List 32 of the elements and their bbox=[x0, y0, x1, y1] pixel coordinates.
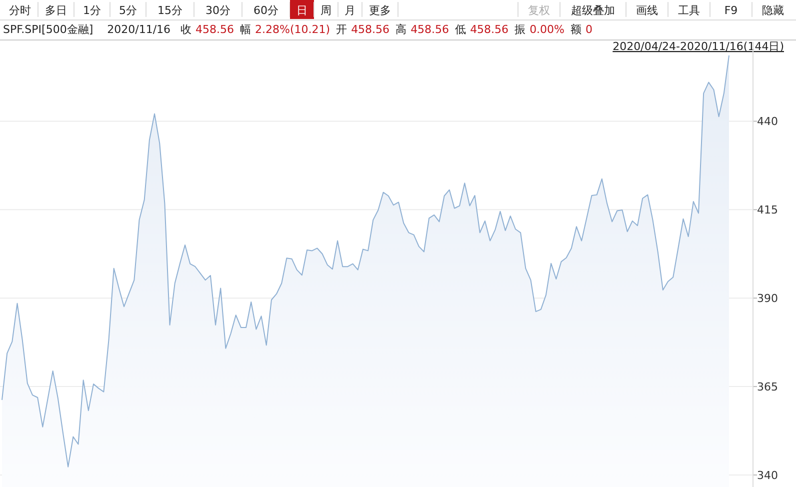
text: 复权 bbox=[528, 4, 550, 17]
text: 月 bbox=[344, 4, 356, 17]
text: 振 0.00% bbox=[514, 23, 565, 36]
y-tick-label: 440 bbox=[757, 115, 778, 128]
text: 高 458.56 bbox=[396, 23, 450, 36]
text: 开 458.56 bbox=[336, 23, 390, 36]
text: 多日 bbox=[45, 4, 67, 17]
text: 分时 bbox=[9, 4, 31, 17]
text: 15分 bbox=[158, 4, 182, 17]
y-tick-label: 365 bbox=[757, 380, 778, 394]
chart-title: SPF.SPI[500金融] bbox=[3, 23, 94, 36]
text: F9 bbox=[724, 4, 738, 17]
text: 幅 2.28%(10.21) bbox=[240, 23, 330, 36]
text: 2020/11/16 bbox=[107, 23, 171, 36]
text: 更多 bbox=[369, 4, 391, 17]
text: 1分 bbox=[83, 4, 101, 17]
text: 收 458.56 bbox=[180, 23, 234, 36]
y-tick-label: 415 bbox=[757, 204, 778, 217]
text: 低 458.56 bbox=[455, 23, 509, 36]
y-tick-label: 390 bbox=[757, 292, 778, 306]
text: 5分 bbox=[119, 4, 137, 17]
y-tick-label: 340 bbox=[757, 468, 778, 482]
text: 画线 bbox=[636, 4, 658, 17]
text: 工具 bbox=[678, 4, 700, 17]
text: 日 bbox=[296, 4, 308, 17]
text: 周 bbox=[320, 4, 332, 17]
text: 额 0 bbox=[570, 23, 593, 36]
text: 隐藏 bbox=[762, 4, 784, 17]
text: 超级叠加 bbox=[571, 4, 615, 17]
annotation: 2020/04/24-2020/11/16(144日) bbox=[612, 40, 784, 53]
text: 60分 bbox=[254, 4, 278, 17]
text: 30分 bbox=[206, 4, 230, 17]
